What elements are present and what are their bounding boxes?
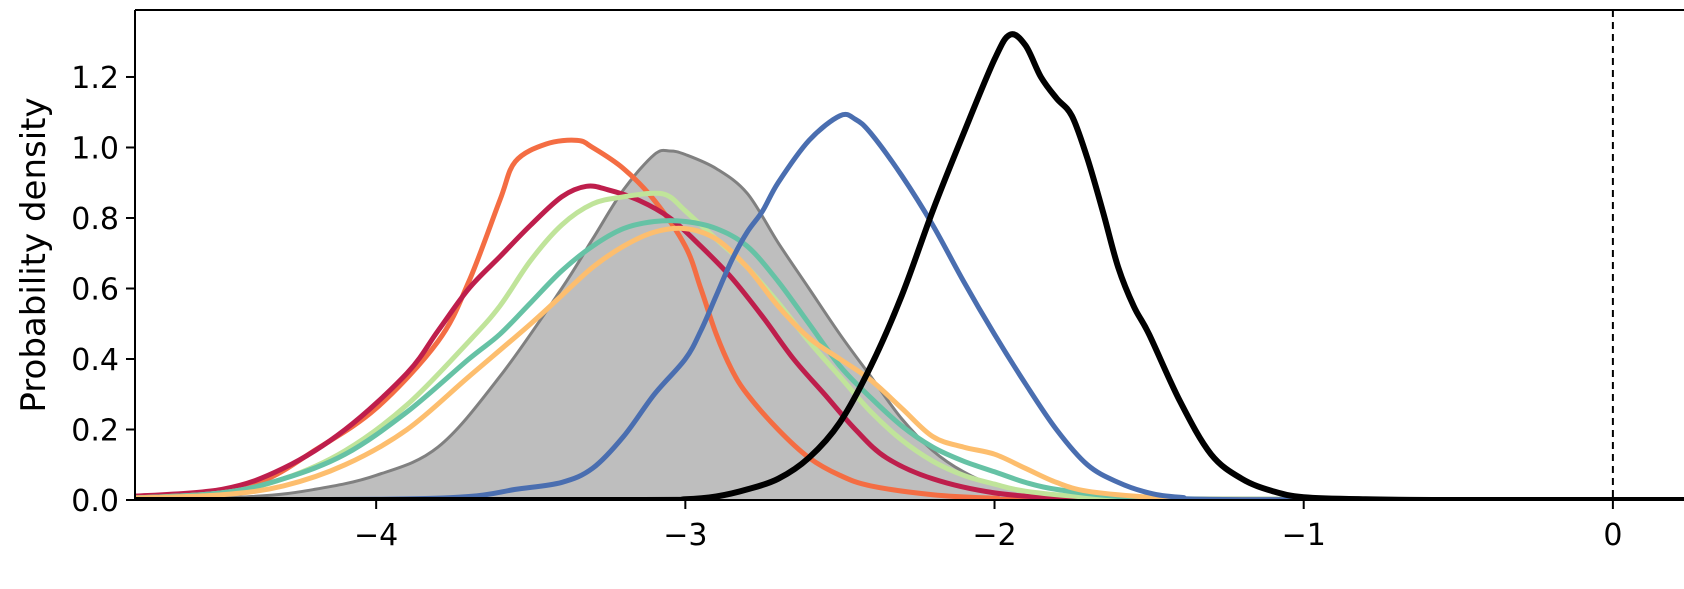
series-0-area xyxy=(135,150,1684,500)
y-tick-label: 0.2 xyxy=(71,413,119,448)
plot-area xyxy=(135,10,1684,500)
y-tick-label: 0.8 xyxy=(71,202,119,237)
series-1-line xyxy=(135,137,1684,500)
y-axis-label: Probability density xyxy=(14,97,54,412)
x-tick-label: −2 xyxy=(972,518,1016,553)
y-tick-label: 0.4 xyxy=(71,343,119,378)
x-tick-label: 0 xyxy=(1603,518,1622,553)
y-tick-label: 1.0 xyxy=(71,131,119,166)
x-tick-label: −1 xyxy=(1282,518,1326,553)
series-6-line xyxy=(135,111,1684,500)
y-tick-label: 0.6 xyxy=(71,272,119,307)
series-2-line xyxy=(135,183,1684,500)
y-tick-label: 0.0 xyxy=(71,484,119,519)
series-5-line xyxy=(135,225,1684,500)
x-tick-label: −4 xyxy=(354,518,398,553)
series-4-line xyxy=(135,218,1684,500)
y-tick-label: 1.2 xyxy=(71,61,119,96)
axes: −4 −3 −2 −1 0 0.0 0.2 0.4 0.6 0.8 1.0 1.2 xyxy=(71,9,1684,553)
x-tick-label: −3 xyxy=(663,518,707,553)
series-7-line xyxy=(135,31,1684,500)
